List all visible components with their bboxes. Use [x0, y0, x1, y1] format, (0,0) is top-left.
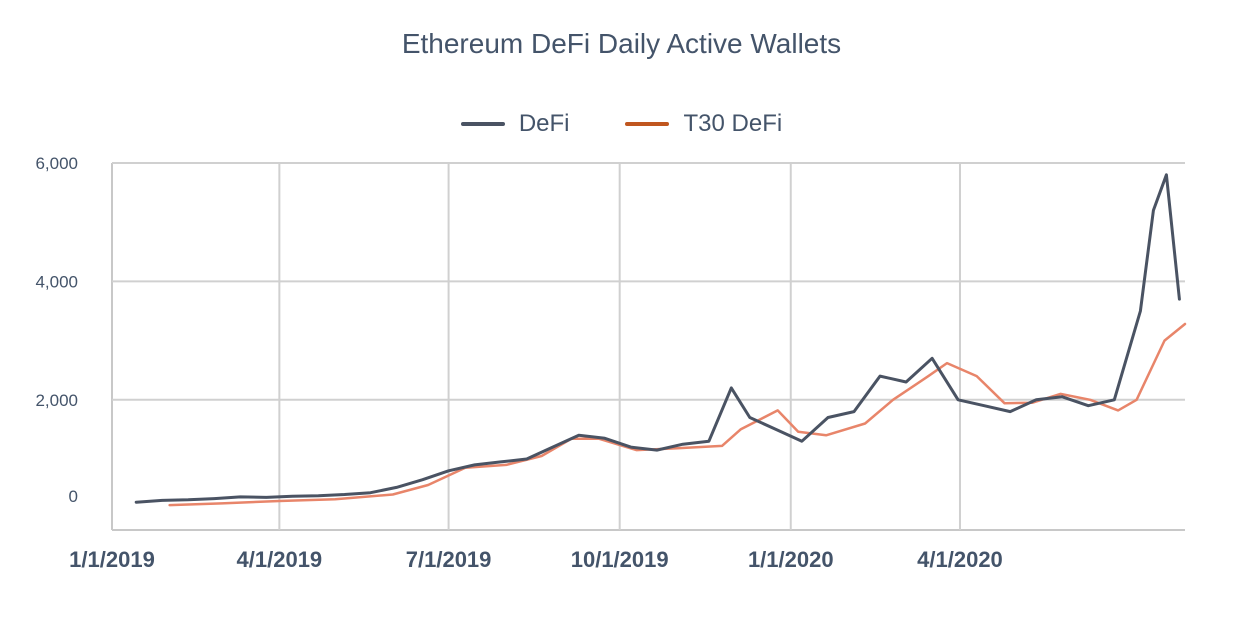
- legend-item-t30-defi: T30 DeFi: [625, 110, 782, 138]
- legend-item-defi: DeFi: [460, 110, 570, 138]
- x-tick-label: 4/1/2020: [917, 547, 1003, 572]
- legend-swatch-t30-defi: [625, 122, 670, 126]
- x-tick-label: 7/1/2019: [406, 547, 492, 572]
- series-line-t30-defi: [168, 322, 1187, 507]
- series-line-defi: [134, 173, 1181, 504]
- legend: DeFi T30 DeFi: [0, 110, 1243, 138]
- x-tick-label: 10/1/2019: [571, 547, 669, 572]
- x-tick-label: 1/1/2019: [69, 547, 155, 572]
- x-tick-label: 1/1/2020: [748, 547, 834, 572]
- legend-label-defi: DeFi: [518, 110, 570, 137]
- y-tick-label: 2,000: [35, 391, 78, 410]
- y-tick-label: 6,000: [35, 154, 78, 173]
- y-tick-label: 4,000: [35, 272, 78, 291]
- x-tick-label: 4/1/2019: [237, 547, 323, 572]
- legend-swatch-defi: [460, 122, 505, 126]
- chart-title: Ethereum DeFi Daily Active Wallets: [401, 28, 842, 59]
- y-tick-label: 0: [69, 487, 78, 506]
- legend-label-t30-defi: T30 DeFi: [683, 110, 783, 137]
